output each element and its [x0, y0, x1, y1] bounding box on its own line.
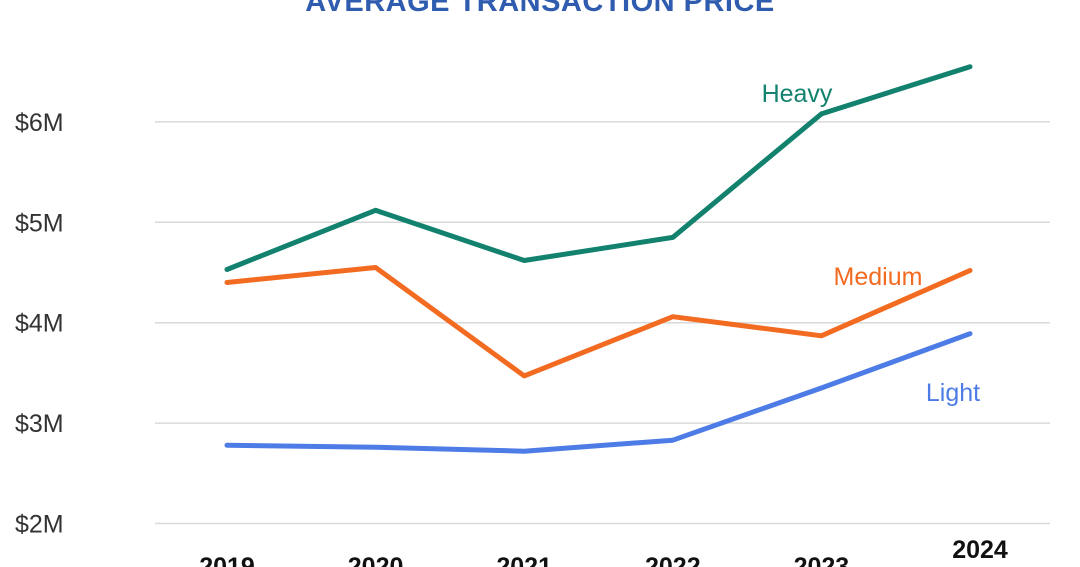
y-tick-label: $2M: [15, 511, 64, 539]
x-tick-label: 2022: [645, 553, 701, 567]
x-tick-label: 2023: [794, 553, 850, 567]
y-tick-label: $6M: [15, 109, 64, 137]
series-line-heavy: [224, 64, 973, 272]
gridlines: [155, 121, 1050, 525]
x-tick-label: 2019: [199, 553, 255, 567]
x-tick-label: 2024: [952, 536, 1008, 564]
y-tick-label: $4M: [15, 310, 64, 338]
y-tick-label: $3M: [15, 410, 64, 438]
x-axis-ticks: 2019 2020 2021 2022 2023 2024: [199, 536, 1008, 567]
series-line-light: [224, 331, 973, 454]
x-tick-label: 2021: [496, 553, 552, 567]
x-tick-label: 2020: [348, 553, 404, 567]
series-lines: [224, 64, 973, 454]
series-label-heavy: Heavy: [762, 80, 833, 108]
series-line-medium: [224, 265, 973, 379]
series-label-medium: Medium: [834, 263, 923, 291]
y-axis-ticks: $2M $3M $4M $5M $6M: [15, 109, 64, 539]
chart-title: AVERAGE TRANSACTION PRICE: [305, 0, 775, 18]
y-tick-label: $5M: [15, 209, 64, 237]
series-labels: Heavy Medium Light: [762, 80, 981, 407]
series-label-light: Light: [926, 379, 980, 407]
